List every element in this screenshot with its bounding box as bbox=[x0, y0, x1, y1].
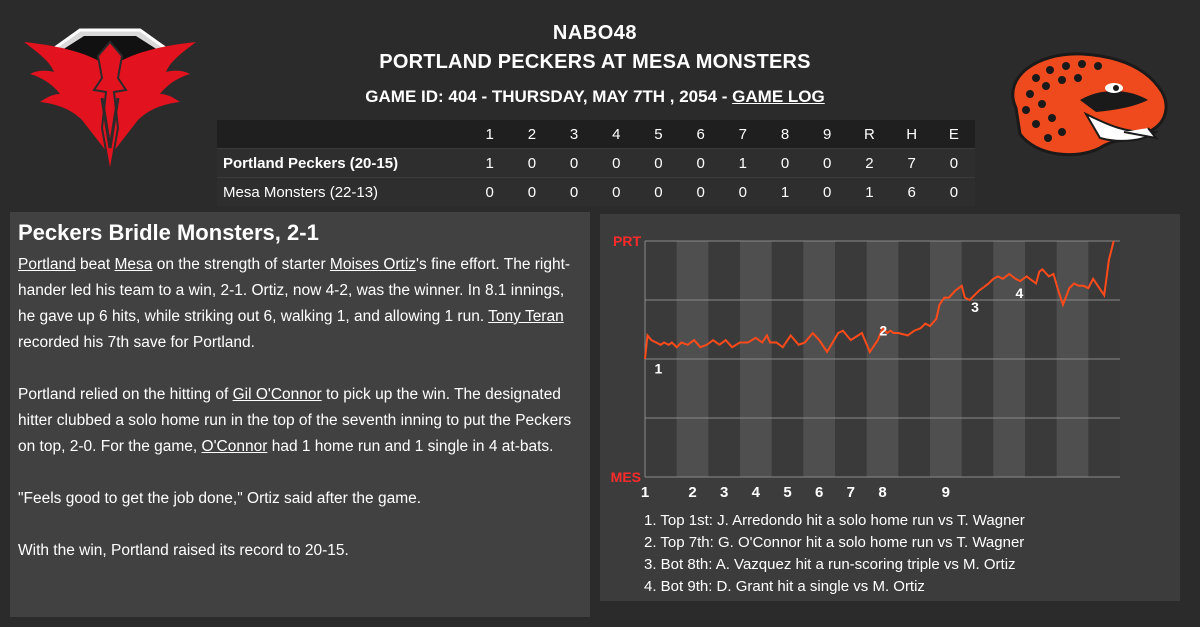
score-cell: 0 bbox=[721, 177, 764, 206]
runs-cell: 2 bbox=[848, 148, 891, 178]
story-text: Portland relied on the hitting of bbox=[18, 386, 233, 403]
x-tick-label: 2 bbox=[688, 484, 696, 501]
event-item: 1. Top 1st: J. Arredondo hit a solo home… bbox=[644, 512, 1025, 529]
linescore-table: 1 2 3 4 5 6 7 8 9 R H E Portland Peckers… bbox=[217, 120, 975, 206]
key-events-list: 1. Top 1st: J. Arredondo hit a solo home… bbox=[644, 510, 1025, 598]
team-column-header bbox=[217, 120, 469, 149]
story-text: had 1 home run and 1 single in 4 at-bats… bbox=[267, 438, 554, 455]
story-text: to pick up the win. The designated hitte… bbox=[18, 386, 572, 455]
hits-header: H bbox=[890, 120, 933, 149]
x-tick-label: 1 bbox=[641, 484, 649, 501]
score-cell: 0 bbox=[552, 177, 596, 206]
story-paragraph-4: With the win, Portland raised its record… bbox=[18, 542, 349, 559]
event-marker: 3 bbox=[971, 299, 979, 315]
win-probability-chart: PRT MES 1 2 3 4 5 6 7 8 9 1 2 3 4 1. Top 1st: J. Arred… bbox=[600, 214, 1180, 601]
score-cell: 0 bbox=[552, 148, 596, 178]
hits-cell: 6 bbox=[890, 177, 933, 206]
score-cell: 0 bbox=[806, 177, 849, 206]
x-tick-label: 4 bbox=[752, 484, 761, 501]
team-name-away[interactable]: Portland Peckers (20-15) bbox=[217, 148, 469, 178]
score-cell: 0 bbox=[637, 148, 680, 178]
x-tick-label: 7 bbox=[847, 484, 855, 501]
player-link[interactable]: Tony Teran bbox=[488, 308, 564, 325]
team-name-home[interactable]: Mesa Monsters (22-13) bbox=[217, 177, 469, 206]
event-marker: 2 bbox=[879, 323, 887, 339]
inning-9-header: 9 bbox=[806, 120, 849, 149]
inning-7-header: 7 bbox=[721, 120, 764, 149]
game-header: NABO48 PORTLAND PECKERS AT MESA MONSTERS… bbox=[220, 22, 970, 107]
inning-4-header: 4 bbox=[595, 120, 638, 149]
team-link[interactable]: Portland bbox=[18, 256, 76, 273]
league-name: NABO48 bbox=[552, 22, 638, 44]
story-paragraph-2: Portland relied on the hitting of Gil O'… bbox=[18, 382, 578, 460]
x-tick-label: 5 bbox=[783, 484, 791, 501]
team-link[interactable]: Mesa bbox=[114, 256, 153, 273]
score-cell: 0 bbox=[468, 177, 511, 206]
player-link[interactable]: O'Connor bbox=[201, 438, 268, 455]
score-cell: 0 bbox=[510, 148, 553, 178]
x-tick-label: 6 bbox=[815, 484, 823, 501]
score-cell: 0 bbox=[595, 177, 638, 206]
errors-header: E bbox=[932, 120, 975, 149]
story-headline: Peckers Bridle Monsters, 2-1 bbox=[18, 220, 319, 245]
runs-cell: 1 bbox=[848, 177, 891, 206]
table-row: Mesa Monsters (22-13) 0 0 0 0 0 0 0 1 0 … bbox=[217, 177, 975, 206]
table-row: Portland Peckers (20-15) 1 0 0 0 0 0 1 0… bbox=[217, 148, 975, 178]
event-marker: 1 bbox=[655, 360, 663, 376]
event-item: 2. Top 7th: G. O'Connor hit a solo home … bbox=[644, 534, 1025, 551]
score-cell: 1 bbox=[468, 148, 511, 178]
score-cell: 1 bbox=[721, 148, 764, 178]
inning-6-header: 6 bbox=[679, 120, 722, 149]
story-text: 's fine effort. The right-hander led his… bbox=[18, 256, 571, 325]
score-cell: 0 bbox=[679, 148, 722, 178]
x-tick-label: 9 bbox=[942, 484, 950, 501]
event-item: 4. Bot 9th: D. Grant hit a single vs M. … bbox=[644, 578, 925, 595]
event-marker: 4 bbox=[1016, 285, 1024, 301]
game-id-date: GAME ID: 404 - THURSDAY, MAY 7TH , 2054 … bbox=[365, 87, 733, 106]
story-text: beat bbox=[75, 256, 115, 273]
game-info: GAME ID: 404 - THURSDAY, MAY 7TH , 2054 … bbox=[220, 87, 970, 107]
score-cell: 1 bbox=[763, 177, 807, 206]
score-cell: 0 bbox=[595, 148, 638, 178]
linescore-header-row: 1 2 3 4 5 6 7 8 9 R H E bbox=[217, 120, 975, 149]
story-text: on the strength of starter bbox=[152, 256, 330, 273]
player-link[interactable]: Moises Ortiz bbox=[329, 256, 417, 273]
win-probability-line bbox=[644, 240, 1115, 360]
score-cell: 0 bbox=[637, 177, 680, 206]
x-tick-label: 3 bbox=[720, 484, 728, 501]
score-cell: 0 bbox=[806, 148, 849, 178]
errors-cell: 0 bbox=[932, 177, 975, 206]
game-story-panel: Peckers Bridle Monsters, 2-1 Portland be… bbox=[10, 212, 590, 617]
score-cell: 0 bbox=[510, 177, 553, 206]
runs-header: R bbox=[848, 120, 891, 149]
inning-3-header: 3 bbox=[552, 120, 596, 149]
matchup-title: PORTLAND PECKERS AT MESA MONSTERS bbox=[379, 51, 811, 73]
inning-8-header: 8 bbox=[763, 120, 807, 149]
hits-cell: 7 bbox=[890, 148, 933, 178]
errors-cell: 0 bbox=[932, 148, 975, 178]
bottom-team-label: MES bbox=[611, 469, 641, 485]
score-cell: 0 bbox=[679, 177, 722, 206]
gila-monster-logo bbox=[996, 48, 1174, 160]
event-item: 3. Bot 8th: A. Vazquez hit a run-scoring… bbox=[644, 556, 1016, 573]
inning-2-header: 2 bbox=[510, 120, 553, 149]
game-log-link[interactable]: GAME LOG bbox=[732, 87, 825, 106]
top-team-label: PRT bbox=[613, 233, 641, 249]
inning-5-header: 5 bbox=[637, 120, 680, 149]
story-paragraph-3: "Feels good to get the job done," Ortiz … bbox=[18, 490, 422, 507]
inning-1-header: 1 bbox=[468, 120, 511, 149]
player-link[interactable]: Gil O'Connor bbox=[232, 386, 322, 403]
story-text: recorded his 7th save for Portland. bbox=[18, 334, 255, 351]
score-cell: 0 bbox=[763, 148, 807, 178]
phoenix-logo bbox=[22, 28, 198, 178]
x-tick-label: 8 bbox=[878, 484, 886, 501]
story-paragraph-1: Portland beat Mesa on the strength of st… bbox=[18, 252, 578, 356]
